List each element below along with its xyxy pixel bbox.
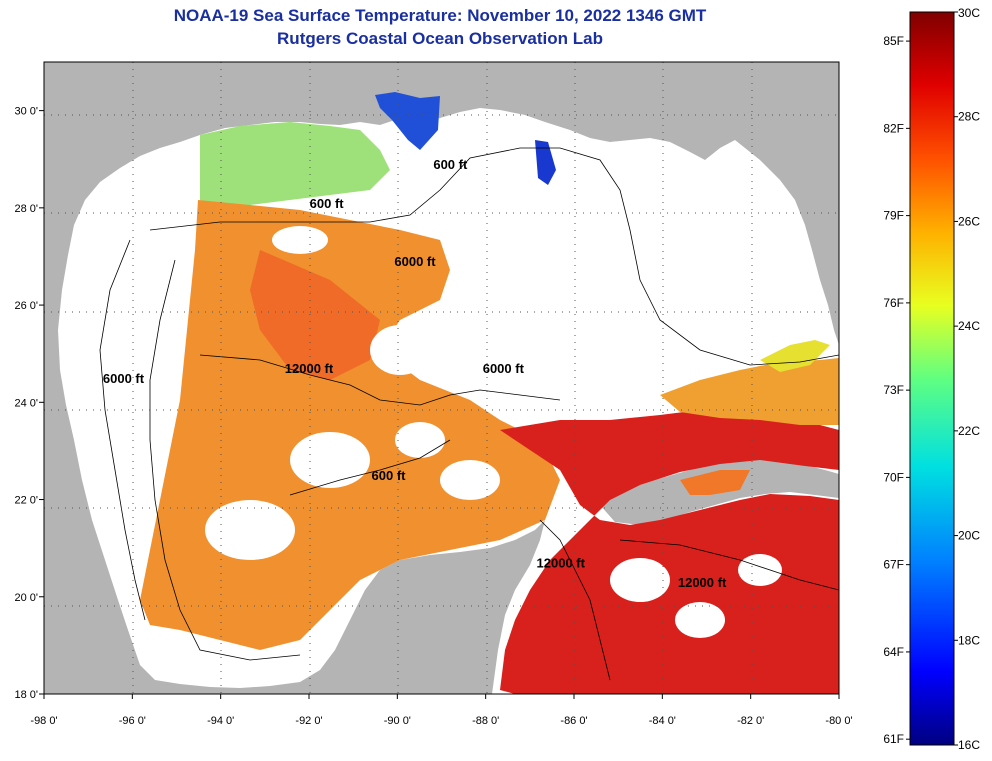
celsius-label: 20C (958, 529, 980, 543)
colorbar-gradient (909, 11, 955, 746)
celsius-label: 30C (958, 6, 980, 20)
bathymetry-contour-label: 6000 ft (394, 254, 436, 269)
bathymetry-contour-label: 600 ft (310, 196, 345, 211)
fahrenheit-label: 79F (883, 209, 904, 223)
celsius-label: 26C (958, 214, 980, 228)
lon-tick-label: -82 0' (737, 715, 764, 727)
colorbar-fahrenheit-labels: 85F 82F 79F 76F 73F 70F 67F 64F 61F (883, 34, 910, 746)
lat-tick-label: 18 0' (14, 689, 38, 701)
lon-tick-label: -90 0' (384, 715, 411, 727)
lon-tick-label: -84 0' (649, 715, 676, 727)
lon-tick-label: -88 0' (472, 715, 499, 727)
map-frame (43, 61, 840, 695)
lat-tick-label: 20 0' (14, 592, 38, 604)
fahrenheit-label: 85F (883, 34, 904, 48)
lon-tick-label: -86 0' (560, 715, 587, 727)
contour-label-layer: 600 ft 600 ft 6000 ft 12000 ft 6000 ft 6000 f… (103, 157, 727, 590)
sst-bigbend-cold (535, 140, 556, 185)
sst-swath-west-north (200, 122, 390, 210)
sst-swath-florida-strait (660, 358, 839, 425)
colorbar-celsius-labels: 30C 28C 26C 24C 22C 20C 18C 16C (954, 6, 980, 752)
cloud-masks (205, 226, 782, 638)
lon-tick-label: -98 0' (30, 715, 57, 727)
celsius-label: 16C (958, 738, 980, 752)
lat-tick-label: 30 0' (14, 106, 38, 118)
land-florida (735, 62, 839, 345)
fahrenheit-label: 82F (883, 121, 904, 135)
graticule (44, 62, 839, 694)
celsius-label: 28C (958, 110, 980, 124)
lon-tick-label: -94 0' (207, 715, 234, 727)
lat-tick-label: 26 0' (14, 300, 38, 312)
fahrenheit-label: 70F (883, 470, 904, 484)
sst-swath-south-red (500, 410, 839, 694)
fahrenheit-label: 73F (883, 383, 904, 397)
lon-axis: -98 0' -96 0' -94 0' -92 0' -90 0' -88 0' -86 … (30, 694, 853, 727)
bathymetry-contour-label: 12000 ft (537, 556, 586, 571)
bathymetry-contour-label: 6000 ft (103, 371, 145, 386)
celsius-label: 18C (958, 633, 980, 647)
map-subtitle: Rutgers Coastal Ocean Observation Lab (277, 29, 603, 48)
celsius-label: 24C (958, 319, 980, 333)
sst-swath-west-red (250, 250, 380, 380)
celsius-label: 22C (958, 424, 980, 438)
fahrenheit-label: 61F (883, 732, 904, 746)
bathymetry-contours (99, 147, 839, 681)
fahrenheit-label: 67F (883, 558, 904, 572)
map-title: NOAA-19 Sea Surface Temperature: Novembe… (173, 6, 707, 25)
lat-tick-label: 28 0' (14, 203, 38, 215)
lat-tick-label: 22 0' (14, 495, 38, 507)
lon-tick-label: -92 0' (295, 715, 322, 727)
lon-tick-label: -80 0' (825, 715, 852, 727)
bathymetry-contour-label: 600 ft (433, 157, 468, 172)
lon-tick-label: -96 0' (119, 715, 146, 727)
sst-delta-cold (375, 92, 440, 150)
bathymetry-contour-label: 12000 ft (678, 575, 727, 590)
fahrenheit-label: 64F (883, 645, 904, 659)
lat-tick-label: 24 0' (14, 397, 38, 409)
sst-florida-coast-yellow (760, 340, 830, 372)
sst-swath-cuba-orange (680, 470, 750, 495)
lat-axis: 30 0' 28 0' 26 0' 24 0' 22 0' 20 0' 18 0' (14, 106, 44, 701)
bathymetry-contour-label: 12000 ft (285, 361, 334, 376)
bathymetry-contour-label: 6000 ft (483, 361, 525, 376)
fahrenheit-label: 76F (883, 296, 904, 310)
bathymetry-contour-label: 600 ft (372, 468, 407, 483)
